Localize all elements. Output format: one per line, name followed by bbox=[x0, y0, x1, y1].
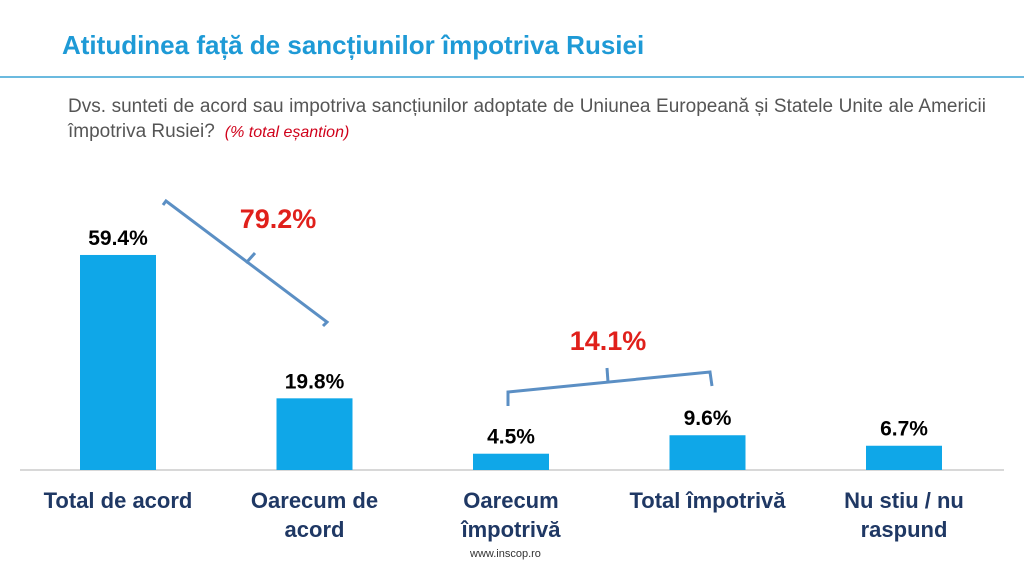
category-label: Total de acord bbox=[43, 488, 193, 513]
source: www.inscop.ro bbox=[470, 548, 541, 560]
category-label: Oarecum împotrivă bbox=[461, 488, 561, 542]
bracket-tick bbox=[605, 367, 610, 383]
bar bbox=[866, 445, 942, 470]
bar bbox=[473, 453, 549, 470]
bracket bbox=[506, 370, 714, 406]
value-label: 4.5% bbox=[487, 426, 535, 449]
bar bbox=[80, 254, 156, 470]
bracket-tick bbox=[244, 251, 257, 265]
value-label: 9.6% bbox=[684, 407, 732, 430]
category-label: Total împotrivă bbox=[629, 488, 786, 513]
annotation: 79.2% bbox=[240, 204, 317, 234]
question: Dvs. sunteti de acord sau impotriva sanc… bbox=[68, 94, 986, 145]
value-label: 6.7% bbox=[880, 418, 928, 441]
bar bbox=[669, 435, 746, 470]
chart-title: Atitudinea față de sancțiunilor împotriv… bbox=[62, 30, 645, 60]
note: (% total eșantion) bbox=[224, 124, 350, 141]
bar bbox=[276, 398, 353, 470]
title-rule bbox=[0, 76, 1024, 78]
subtitle: Dvs. sunteti de acord sau impotriva sanc… bbox=[68, 96, 986, 142]
annotation: 14.1% bbox=[570, 326, 647, 356]
value-label: 19.8% bbox=[285, 370, 345, 393]
category-label: Oarecum de acord bbox=[250, 488, 379, 542]
category-label: Nu stiu / nu raspund bbox=[844, 488, 964, 542]
value-label: 59.4% bbox=[88, 227, 148, 250]
